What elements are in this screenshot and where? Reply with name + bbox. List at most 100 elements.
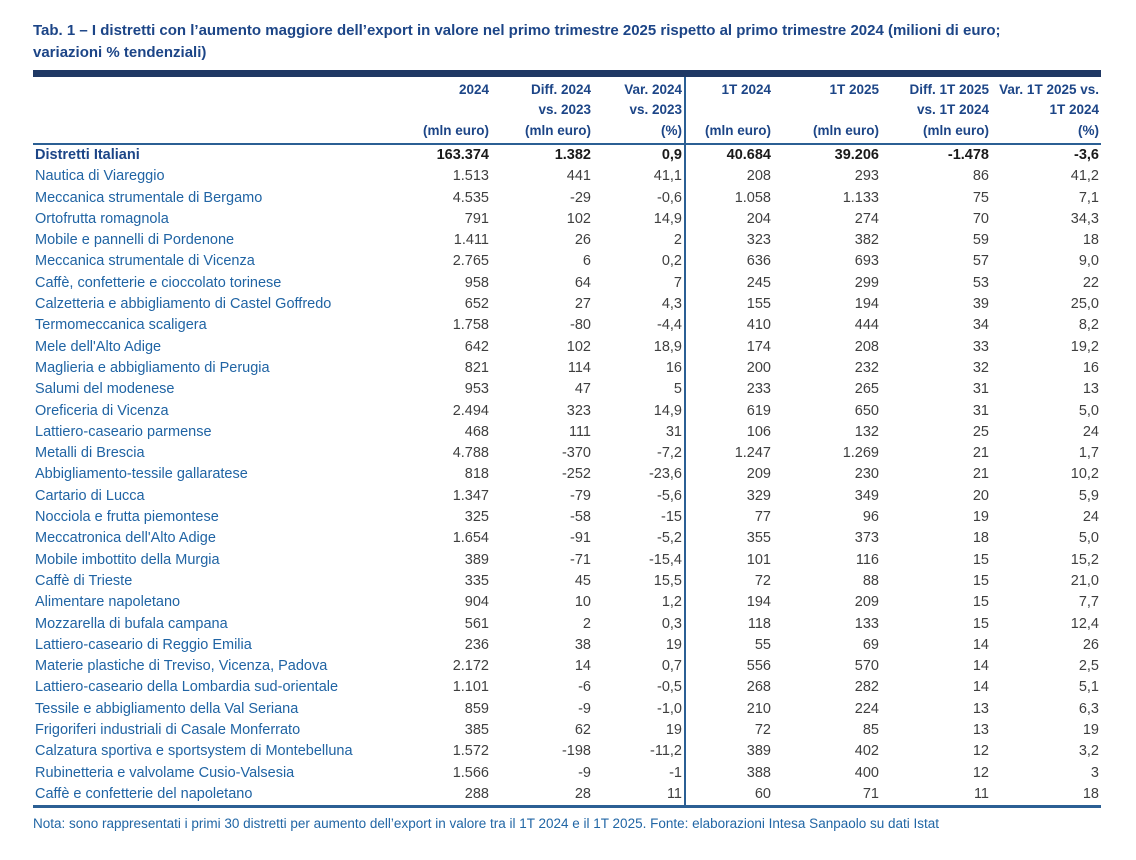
column-header-text: vs. 2023 — [629, 102, 682, 117]
value-cell: 233 — [684, 379, 773, 401]
value-cell: 293 — [854, 168, 879, 185]
value-cell: 59 — [972, 232, 989, 249]
district-name: Meccatronica dell'Alto Adige — [35, 530, 216, 547]
value-cell: 71 — [862, 785, 879, 802]
value-cell: 444 — [854, 317, 879, 334]
district-name: Materie plastiche di Treviso, Vicenza, P… — [35, 658, 328, 675]
table-row: Meccanica strumentale di Bergamo 4.535 -29… — [33, 187, 1101, 209]
value-cell: 132 — [854, 423, 879, 440]
district-name: Mele dell'Alto Adige — [35, 338, 162, 355]
value-cell: 21 — [972, 466, 989, 483]
value-cell: 400 — [854, 764, 879, 781]
value-cell: 55 — [684, 634, 773, 657]
value-cell: 1.654 — [452, 530, 489, 547]
table-row: Alimentare napoletano 904 10 1,2 194 209 15 7,7 — [33, 592, 1101, 614]
value-cell: 15 — [972, 594, 989, 611]
value-cell: -9 — [578, 700, 591, 717]
value-cell: 88 — [862, 572, 879, 589]
value-cell: 16 — [665, 359, 682, 376]
value-cell: 27 — [574, 296, 591, 313]
district-name: Meccanica strumentale di Bergamo — [35, 189, 263, 206]
value-cell: -80 — [570, 317, 591, 334]
value-cell: 325 — [464, 509, 489, 526]
column-header-1: 2024 (mln euro) — [407, 73, 491, 145]
value-cell: 0,2 — [661, 253, 682, 270]
column-header-text: vs. 2023 — [538, 102, 591, 117]
district-name-column-header — [33, 73, 407, 145]
value-cell: 642 — [464, 338, 489, 355]
value-cell: 230 — [854, 466, 879, 483]
value-cell: 75 — [972, 189, 989, 206]
value-cell: 25,0 — [1070, 296, 1099, 313]
value-cell: 0,7 — [661, 658, 682, 675]
value-cell: 47 — [574, 381, 591, 398]
value-cell: 224 — [854, 700, 879, 717]
value-cell: 19 — [665, 722, 682, 739]
district-name: Alimentare napoletano — [35, 594, 181, 611]
table-row: Lattiero-caseario di Reggio Emilia 236 38 1… — [33, 634, 1101, 657]
value-cell: 282 — [854, 679, 879, 696]
district-name: Termomeccanica scaligera — [35, 317, 207, 334]
value-cell: 821 — [464, 359, 489, 376]
value-cell: 26 — [574, 232, 591, 249]
value-cell: 14 — [972, 636, 989, 653]
column-header-text: Diff. 2024 — [530, 82, 591, 97]
value-cell: 556 — [684, 656, 773, 678]
value-cell: 194 — [684, 592, 773, 614]
value-cell: 28 — [574, 785, 591, 802]
value-cell: 11 — [973, 785, 989, 802]
district-name: Oreficeria di Vicenza — [35, 402, 169, 419]
value-cell: -9 — [578, 764, 591, 781]
value-cell: 25 — [972, 423, 989, 440]
value-cell: 385 — [464, 722, 489, 739]
district-name: Cartario di Lucca — [35, 487, 145, 504]
value-cell: 15,2 — [1070, 551, 1099, 568]
district-name: Meccanica strumentale di Vicenza — [35, 253, 255, 270]
value-cell: -71 — [570, 551, 591, 568]
district-name: Mozzarella di bufala campana — [35, 615, 228, 632]
table-row: Nautica di Viareggio 1.513 441 41,1 208 293 86… — [33, 166, 1101, 188]
value-cell: 208 — [684, 166, 773, 188]
value-cell: 4,3 — [661, 296, 682, 313]
value-cell: 111 — [568, 423, 591, 440]
value-cell: 15 — [972, 615, 989, 632]
value-cell: 12 — [972, 764, 989, 781]
value-cell: 1.101 — [452, 679, 489, 696]
value-cell: 7,1 — [1078, 189, 1099, 206]
value-cell: 953 — [464, 381, 489, 398]
value-cell: 18,9 — [653, 338, 682, 355]
table-row: Oreficeria di Vicenza 2.494 323 14,9 619 650 3… — [33, 400, 1101, 422]
value-cell: 204 — [684, 208, 773, 231]
value-cell: 6,3 — [1078, 700, 1099, 717]
value-cell: 34 — [972, 317, 989, 334]
table-row: Rubinetteria e valvolame Cusio-Valsesia 1… — [33, 762, 1101, 784]
table-title-line2: variazioni % tendenziali) — [33, 44, 207, 61]
value-cell: -4,4 — [657, 317, 682, 334]
value-cell: 5 — [673, 381, 682, 398]
district-name: Calzetteria e abbigliamento di Castel Go… — [35, 296, 332, 313]
value-cell: 236 — [464, 636, 489, 653]
column-header-5: 1T 2025 (mln euro) — [773, 73, 881, 145]
table-row: Termomeccanica scaligera 1.758 -80 -4,4 410 4… — [33, 315, 1101, 337]
value-cell: 14,9 — [653, 210, 682, 227]
value-cell: 155 — [684, 294, 773, 316]
district-name: Distretti Italiani — [35, 147, 140, 163]
value-cell: 77 — [684, 507, 773, 529]
value-cell: 1.411 — [453, 232, 489, 249]
district-name: Tessile e abbigliamento della Val Serian… — [35, 700, 299, 717]
value-cell: 19 — [1082, 722, 1099, 739]
table-row: Distretti Italiani 163.374 1.382 0,9 40.684 3… — [33, 144, 1101, 167]
district-name: Mobile imbottito della Murgia — [35, 551, 220, 568]
value-cell: 209 — [684, 464, 773, 486]
column-header-4: 1T 2024 (mln euro) — [684, 73, 773, 145]
table-row: Cartario di Lucca 1.347 -79 -5,6 329 349 20 5,9 — [33, 485, 1101, 508]
district-name: Maglieria e abbigliamento di Perugia — [35, 359, 270, 376]
value-cell: 194 — [854, 296, 879, 313]
table-row: Abbigliamento-tessile gallaratese 818 -252… — [33, 464, 1101, 486]
value-cell: 210 — [684, 698, 773, 721]
report-table-section: Tab. 1 – I distretti con l’aumento maggi… — [33, 20, 1103, 832]
value-cell: 13 — [972, 700, 989, 717]
districts-export-table: 2024 (mln euro) Diff. 2024 vs. 2023 (mln eur… — [33, 70, 1101, 809]
value-cell: 904 — [464, 594, 489, 611]
table-title-line1: Tab. 1 – I distretti con l’aumento maggi… — [33, 22, 1001, 39]
